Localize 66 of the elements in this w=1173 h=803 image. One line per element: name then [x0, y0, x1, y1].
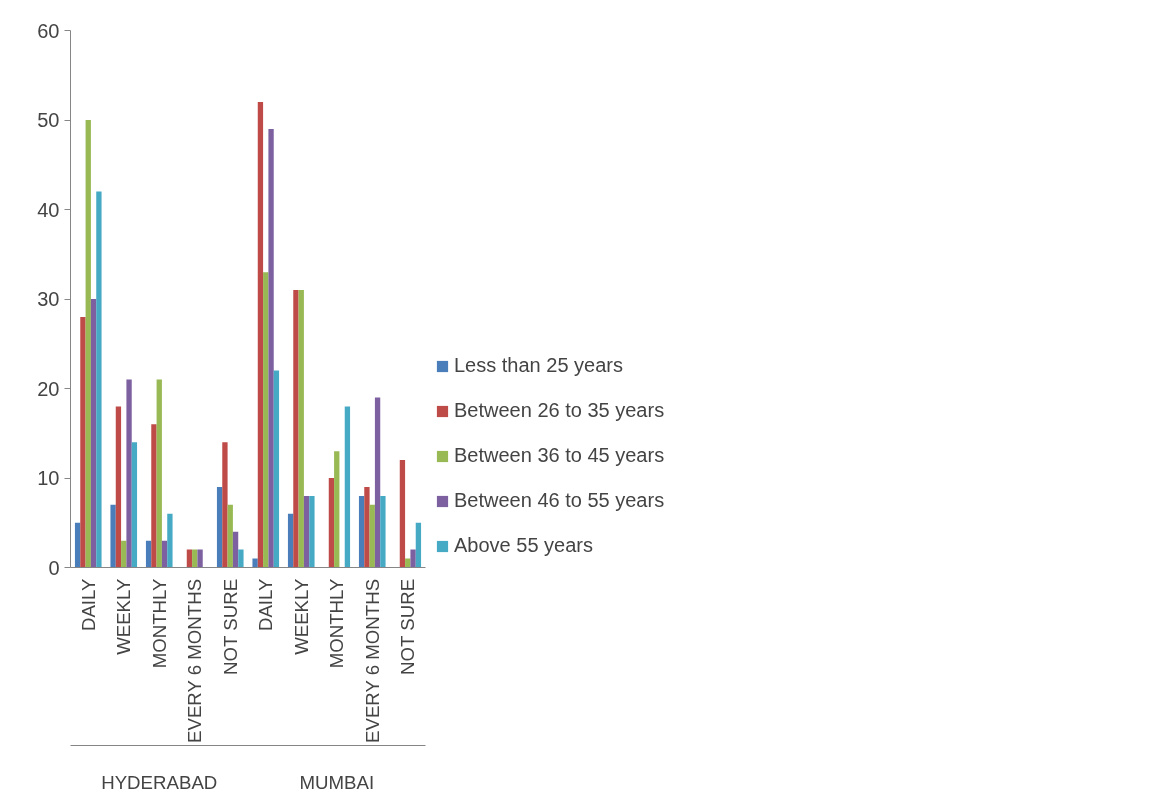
x-tick-label: MONTHLY: [148, 577, 170, 669]
legend-label: Between 26 to 35 years: [454, 399, 665, 422]
bar: [115, 406, 122, 568]
bar: [358, 495, 365, 568]
bar: [197, 549, 203, 568]
x-tick-label: NOT SURE: [397, 578, 419, 675]
bar: [293, 290, 299, 568]
bar: [303, 495, 310, 568]
bar: [273, 370, 280, 568]
x-tick-label: DAILY: [77, 577, 99, 632]
x-tick-label: NOT SURE: [219, 578, 241, 675]
legend-label: Between 46 to 55 years: [454, 489, 665, 512]
bar: [222, 442, 228, 568]
bar: [410, 549, 416, 568]
x-tick-label: DAILY: [255, 577, 277, 632]
x-tick-label: EVERY 6 MONTHS: [184, 578, 206, 743]
legend-label: Between 36 to 45 years: [454, 444, 665, 467]
bar: [328, 478, 335, 568]
bar: [145, 540, 152, 568]
text: MUMBAI: [299, 771, 375, 793]
bar: [161, 540, 168, 568]
bar: [110, 504, 116, 568]
bar: [156, 379, 162, 568]
bar: [74, 522, 81, 568]
bar: [369, 504, 375, 568]
bar: [344, 406, 351, 568]
bar: [263, 272, 269, 568]
bar: [85, 120, 91, 568]
x-tick-label: WEEKLY: [113, 577, 135, 655]
x-tick-label: EVERY 6 MONTHS: [361, 578, 383, 743]
bar: [334, 451, 340, 568]
x-tick-label: MONTHLY: [326, 577, 348, 669]
y-tick-label: 40: [37, 198, 60, 221]
bar: [364, 486, 370, 568]
bar: [216, 486, 223, 568]
y-tick-label: 20: [37, 377, 60, 400]
legend-label: Above 55 years: [454, 534, 593, 557]
bar: [287, 513, 294, 568]
bar: [167, 513, 173, 568]
y-tick-label: 0: [48, 556, 60, 579]
y-tick-label: 30: [37, 288, 60, 310]
bar: [415, 522, 422, 568]
bar: [238, 549, 244, 568]
bar: [374, 397, 381, 568]
y-tick-label: 10: [37, 467, 60, 489]
bar: [399, 460, 406, 568]
bar: [96, 191, 102, 568]
x-tick-label: WEEKLY: [290, 577, 312, 655]
bar: [380, 495, 386, 568]
bar: [257, 102, 264, 568]
bar: [151, 424, 157, 568]
y-tick-label: 50: [37, 109, 60, 131]
bar: [90, 299, 97, 568]
legend-label: Less than 25 years: [454, 354, 623, 377]
bar: [126, 379, 132, 568]
bar: [309, 495, 315, 568]
bar: [232, 531, 239, 568]
y-tick-label: 60: [37, 19, 60, 42]
bar: [252, 558, 258, 568]
bar: [121, 540, 127, 568]
bar: [80, 316, 86, 568]
text: HYDERABAD: [101, 771, 218, 793]
bar: [131, 442, 138, 568]
bar: [227, 504, 233, 568]
bar: [268, 128, 274, 568]
bar: [298, 290, 304, 568]
